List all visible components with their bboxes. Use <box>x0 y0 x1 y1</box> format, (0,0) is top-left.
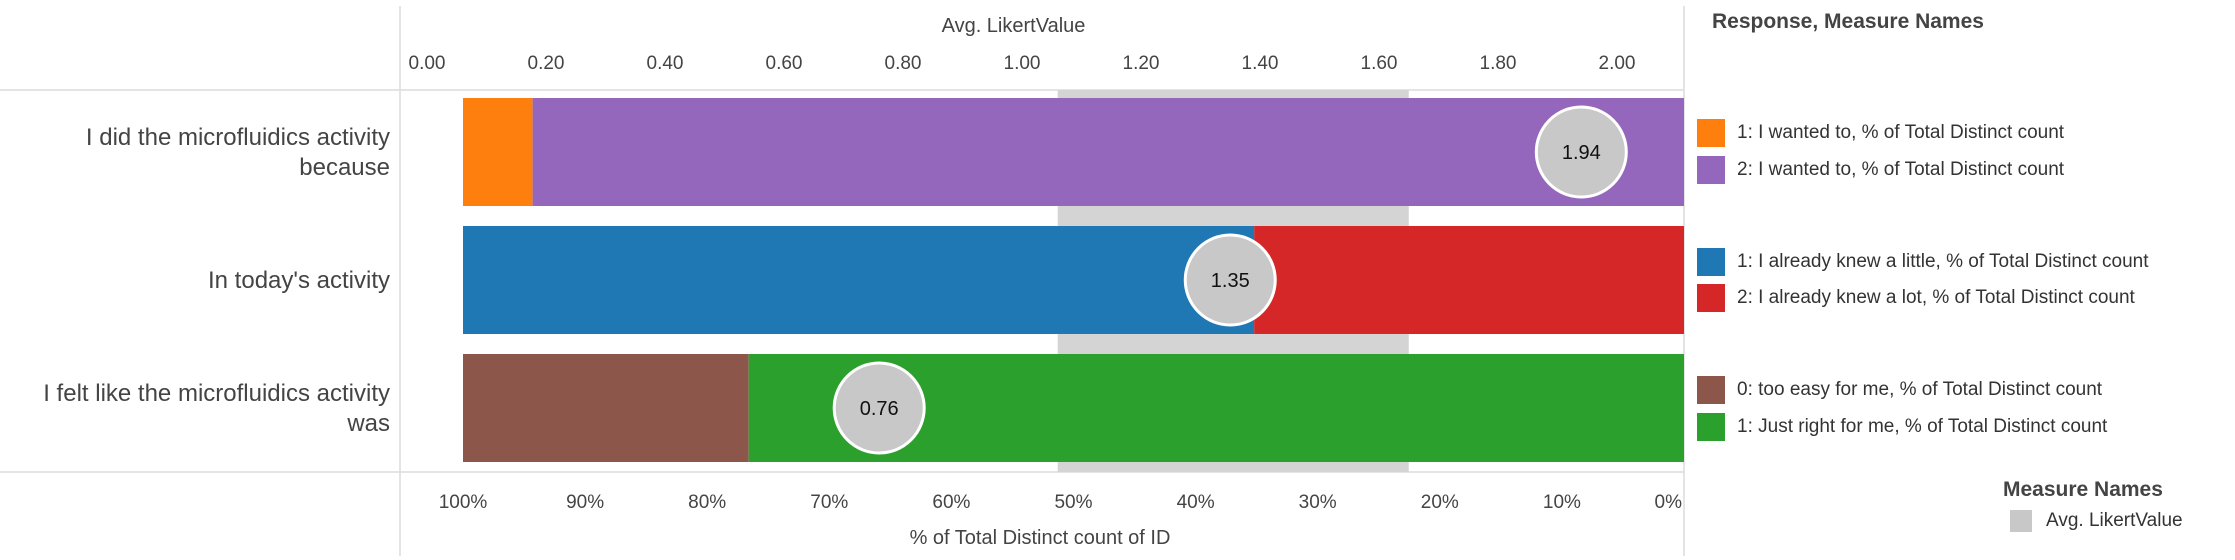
legend-swatch <box>1697 156 1725 184</box>
row-label: I felt like the microfluidics activity <box>43 380 390 407</box>
bottom-axis-tick-label: 30% <box>1299 492 1337 513</box>
legend-swatch <box>1697 413 1725 441</box>
legend-item[interactable]: 2: I wanted to, % of Total Distinct coun… <box>1690 155 2064 185</box>
bar-segment <box>463 98 533 206</box>
legend-label: 0: too easy for me, % of Total Distinct … <box>1737 379 2103 400</box>
bar-segment <box>463 226 1255 334</box>
bottom-axis-tick-label: 100% <box>439 492 488 513</box>
top-axis-tick-label: 0.80 <box>885 53 922 74</box>
legend-item[interactable]: 1: Just right for me, % of Total Distinc… <box>1690 412 2107 442</box>
bar-segment <box>1254 226 1684 334</box>
legend-item[interactable]: 2: I already knew a lot, % of Total Dist… <box>1690 283 2135 313</box>
top-axis-tick-label: 2.00 <box>1599 53 1636 74</box>
legend-item[interactable]: 1: I already knew a little, % of Total D… <box>1690 247 2149 277</box>
top-axis-tick-label: 1.20 <box>1123 53 1160 74</box>
measure-legend-title: Measure Names <box>2003 478 2163 501</box>
legend-item[interactable]: 1: I wanted to, % of Total Distinct coun… <box>1690 118 2064 148</box>
bottom-axis-tick-label: 40% <box>1177 492 1215 513</box>
legend-label: 2: I wanted to, % of Total Distinct coun… <box>1737 159 2065 180</box>
bottom-axis-tick-label: 10% <box>1543 492 1581 513</box>
bar-segment <box>532 98 1685 206</box>
legend-swatch <box>1697 284 1725 312</box>
average-marker <box>1534 105 1628 199</box>
top-axis-tick-label: 0.40 <box>647 53 684 74</box>
legend-swatch <box>1697 119 1725 147</box>
bottom-axis-tick-label: 60% <box>932 492 970 513</box>
stacked-bar-chart: Avg. LikertValue 0.00 0.20 0.40 0.60 0.80 1.00… <box>0 6 1685 556</box>
average-marker <box>1183 233 1277 327</box>
legend-title: Response, Measure Names <box>1712 10 1984 33</box>
top-axis-tick-label: 1.00 <box>1004 53 1041 74</box>
bottom-axis-tick-label: 20% <box>1421 492 1459 513</box>
measure-legend-item[interactable]: Avg. LikertValue <box>2010 510 2183 532</box>
top-axis-tick-label: 1.40 <box>1242 53 1279 74</box>
row-label: In today's activity <box>208 267 390 294</box>
legend-label: 1: I wanted to, % of Total Distinct coun… <box>1737 122 2065 143</box>
bottom-axis-tick-label: 70% <box>810 492 848 513</box>
average-label: 0.76 <box>860 398 899 420</box>
bottom-axis-title: % of Total Distinct count of ID <box>910 527 1171 549</box>
row-label: was <box>346 410 390 437</box>
row-label: I did the microfluidics activity <box>86 124 390 151</box>
legend-item[interactable]: 0: too easy for me, % of Total Distinct … <box>1690 375 2102 405</box>
legend-label: 1: I already knew a little, % of Total D… <box>1737 251 2149 272</box>
average-marker <box>832 361 926 455</box>
bottom-axis-tick-label: 50% <box>1054 492 1092 513</box>
bottom-axis-tick-label: 80% <box>688 492 726 513</box>
bottom-axis-tick-label: 0% <box>1655 492 1683 513</box>
average-label: 1.35 <box>1211 270 1250 292</box>
row-label: because <box>299 154 390 181</box>
legend-swatch <box>1697 376 1725 404</box>
top-axis-title: Avg. LikertValue <box>942 15 1086 37</box>
legend-label: 2: I already knew a lot, % of Total Dist… <box>1737 287 2135 308</box>
measure-legend-label: Avg. LikertValue <box>2046 510 2183 531</box>
legend: Response, Measure Names 1: I wanted to, … <box>1690 0 2235 560</box>
bar-segment <box>463 354 749 462</box>
average-label: 1.94 <box>1562 142 1601 164</box>
top-axis-tick-label: 1.60 <box>1361 53 1398 74</box>
legend-swatch <box>1697 248 1725 276</box>
bottom-axis-tick-label: 90% <box>566 492 604 513</box>
measure-legend-swatch <box>2010 510 2032 532</box>
legend-label: 1: Just right for me, % of Total Distinc… <box>1737 416 2108 437</box>
top-axis-tick-label: 1.80 <box>1480 53 1517 74</box>
top-axis-tick-label: 0.20 <box>528 53 565 74</box>
top-axis-tick-label: 0.00 <box>409 53 446 74</box>
top-axis-tick-label: 0.60 <box>766 53 803 74</box>
